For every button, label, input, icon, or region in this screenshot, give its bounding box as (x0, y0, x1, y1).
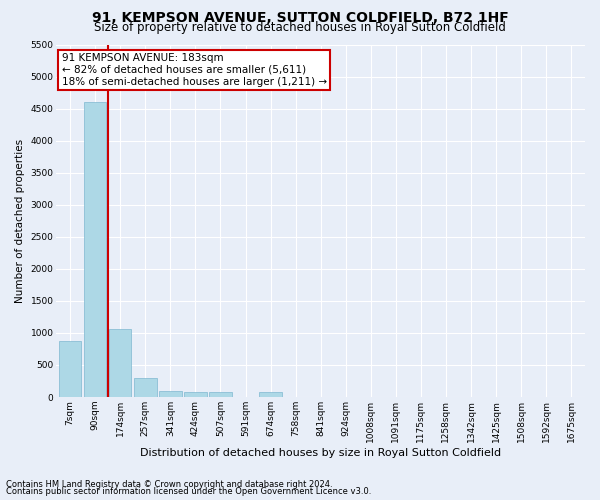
Bar (109, 329, 131, 397)
Bar (159, 390, 182, 397)
Bar (59, 342, 82, 397)
Text: 91 KEMPSON AVENUE: 183sqm
← 82% of detached houses are smaller (5,611)
18% of se: 91 KEMPSON AVENUE: 183sqm ← 82% of detac… (62, 54, 327, 86)
Bar (259, 392, 282, 397)
Text: 91, KEMPSON AVENUE, SUTTON COLDFIELD, B72 1HF: 91, KEMPSON AVENUE, SUTTON COLDFIELD, B7… (92, 11, 508, 25)
Text: Contains HM Land Registry data © Crown copyright and database right 2024.: Contains HM Land Registry data © Crown c… (6, 480, 332, 489)
X-axis label: Distribution of detached houses by size in Royal Sutton Coldfield: Distribution of detached houses by size … (140, 448, 501, 458)
Y-axis label: Number of detached properties: Number of detached properties (15, 138, 25, 303)
Text: Contains public sector information licensed under the Open Government Licence v3: Contains public sector information licen… (6, 488, 371, 496)
Bar (134, 378, 157, 397)
Text: Size of property relative to detached houses in Royal Sutton Coldfield: Size of property relative to detached ho… (94, 22, 506, 35)
Bar (184, 392, 206, 397)
Bar (209, 392, 232, 397)
Bar (84, 102, 106, 397)
